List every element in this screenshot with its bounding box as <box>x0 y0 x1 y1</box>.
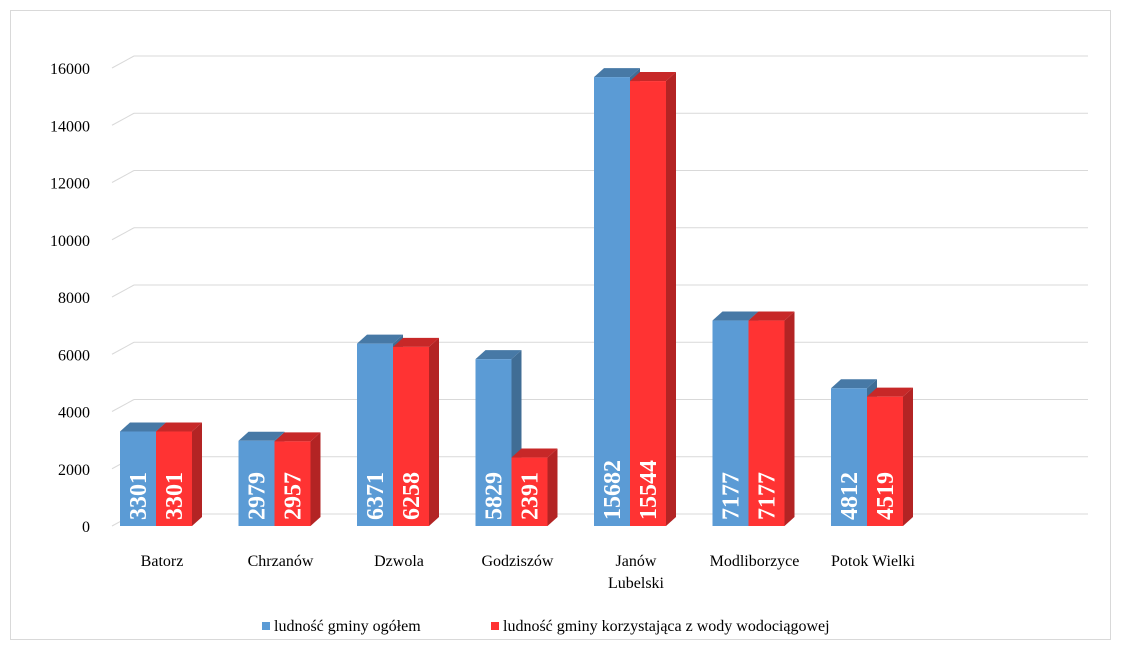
y-tick-label: 12000 <box>50 176 90 193</box>
y-tick-label: 10000 <box>50 233 90 250</box>
bar-total: 7177 <box>712 311 759 526</box>
bar-front <box>238 440 275 526</box>
gridline-depth <box>111 284 135 298</box>
data-label: 2957 <box>281 472 307 520</box>
data-label: 4519 <box>873 472 899 520</box>
data-label: 15544 <box>636 460 662 520</box>
bar-water: 15544 <box>630 72 676 526</box>
bar-top <box>357 334 403 344</box>
bar-top <box>393 337 439 347</box>
bar-top <box>712 311 759 321</box>
x-tick-label: Dzwola <box>374 553 424 570</box>
gridline-depth <box>111 399 135 412</box>
bar-front <box>357 343 393 526</box>
bar-side <box>547 448 558 526</box>
bar-water: 7177 <box>748 311 795 526</box>
bar-top <box>120 422 166 432</box>
gridline-depth <box>111 227 135 241</box>
bar-front <box>120 431 156 526</box>
x-tick-label: Modliborzyce <box>710 553 800 570</box>
bar-top <box>511 448 558 458</box>
bar-water: 2957 <box>274 432 321 526</box>
x-tick-label: Janów <box>616 553 657 570</box>
legend-swatch <box>491 622 499 630</box>
data-label: 3301 <box>162 472 188 520</box>
y-tick-label: 14000 <box>50 118 90 135</box>
bar-front <box>156 431 192 526</box>
bar-side <box>310 432 321 526</box>
bar-front <box>274 441 311 526</box>
bar-top <box>238 431 285 441</box>
x-axis: Batorz Chrzanów Dzwola Godziszów Janów Lubels… <box>141 553 916 592</box>
bar-front <box>594 77 630 526</box>
bar-front <box>475 359 512 526</box>
bar-top <box>475 350 522 360</box>
x-tick-label: Potok Wielki <box>831 553 916 570</box>
bar-top <box>748 311 795 321</box>
bar-front <box>831 388 867 526</box>
bar-top <box>831 379 877 389</box>
y-tick-label: 2000 <box>58 462 90 479</box>
chart-border <box>10 10 1111 640</box>
bar-front <box>393 346 429 526</box>
legend: ludność gminy ogółem ludność gminy korzys… <box>262 618 830 635</box>
gridline-depth <box>111 170 135 183</box>
y-tick-label: 8000 <box>58 290 90 307</box>
bar-front <box>867 396 903 526</box>
y-axis: 0 2000 4000 6000 8000 10000 12000 14000 16000 <box>50 61 90 536</box>
data-label: 4812 <box>837 472 863 520</box>
bar-side <box>429 337 439 526</box>
bar-water: 6258 <box>393 337 439 526</box>
gridline-depth <box>111 341 135 355</box>
bar-side <box>784 311 795 526</box>
y-tick-label: 6000 <box>58 347 90 364</box>
data-label: 15682 <box>600 460 626 520</box>
bar-side <box>903 387 913 526</box>
y-tick-label: 0 <box>82 519 90 536</box>
bar-water: 4519 <box>867 387 913 526</box>
bar-front <box>511 457 548 526</box>
bar-top <box>156 422 202 432</box>
bar-top <box>594 68 640 78</box>
bar-top <box>630 72 676 82</box>
legend-swatch <box>262 622 270 630</box>
bar-side <box>666 72 676 526</box>
legend-label: ludność gminy ogółem <box>274 618 421 635</box>
data-label: 6258 <box>399 472 425 520</box>
x-tick-label: Chrzanów <box>248 553 314 570</box>
bar-front <box>748 320 785 526</box>
data-label: 7177 <box>719 472 745 520</box>
bar-water: 3301 <box>156 422 202 526</box>
x-tick-label: Godziszów <box>482 553 554 570</box>
data-label: 2979 <box>245 472 271 520</box>
legend-label: ludność gminy korzystająca z wody wodoci… <box>503 618 830 635</box>
bar-front <box>630 81 666 526</box>
data-label: 3301 <box>126 472 152 520</box>
y-tick-label: 16000 <box>50 61 90 78</box>
gridline-depth <box>111 55 135 69</box>
data-label: 2391 <box>518 472 544 520</box>
bar-top <box>274 432 321 442</box>
bar-front <box>712 320 749 526</box>
bar-side <box>192 422 202 526</box>
x-tick-label: Batorz <box>141 553 184 570</box>
bar-water: 2391 <box>511 448 558 526</box>
gridline-depth <box>111 112 135 126</box>
bar-top <box>867 387 913 397</box>
x-tick-label: Lubelski <box>608 575 665 592</box>
data-label: 7177 <box>755 472 781 520</box>
y-tick-label: 4000 <box>58 405 90 422</box>
data-label: 5829 <box>482 472 508 520</box>
bars: 3301 3301 2979 2957 6371 6258 5829 2391 15682 155… <box>120 68 913 526</box>
data-label: 6371 <box>363 472 389 520</box>
